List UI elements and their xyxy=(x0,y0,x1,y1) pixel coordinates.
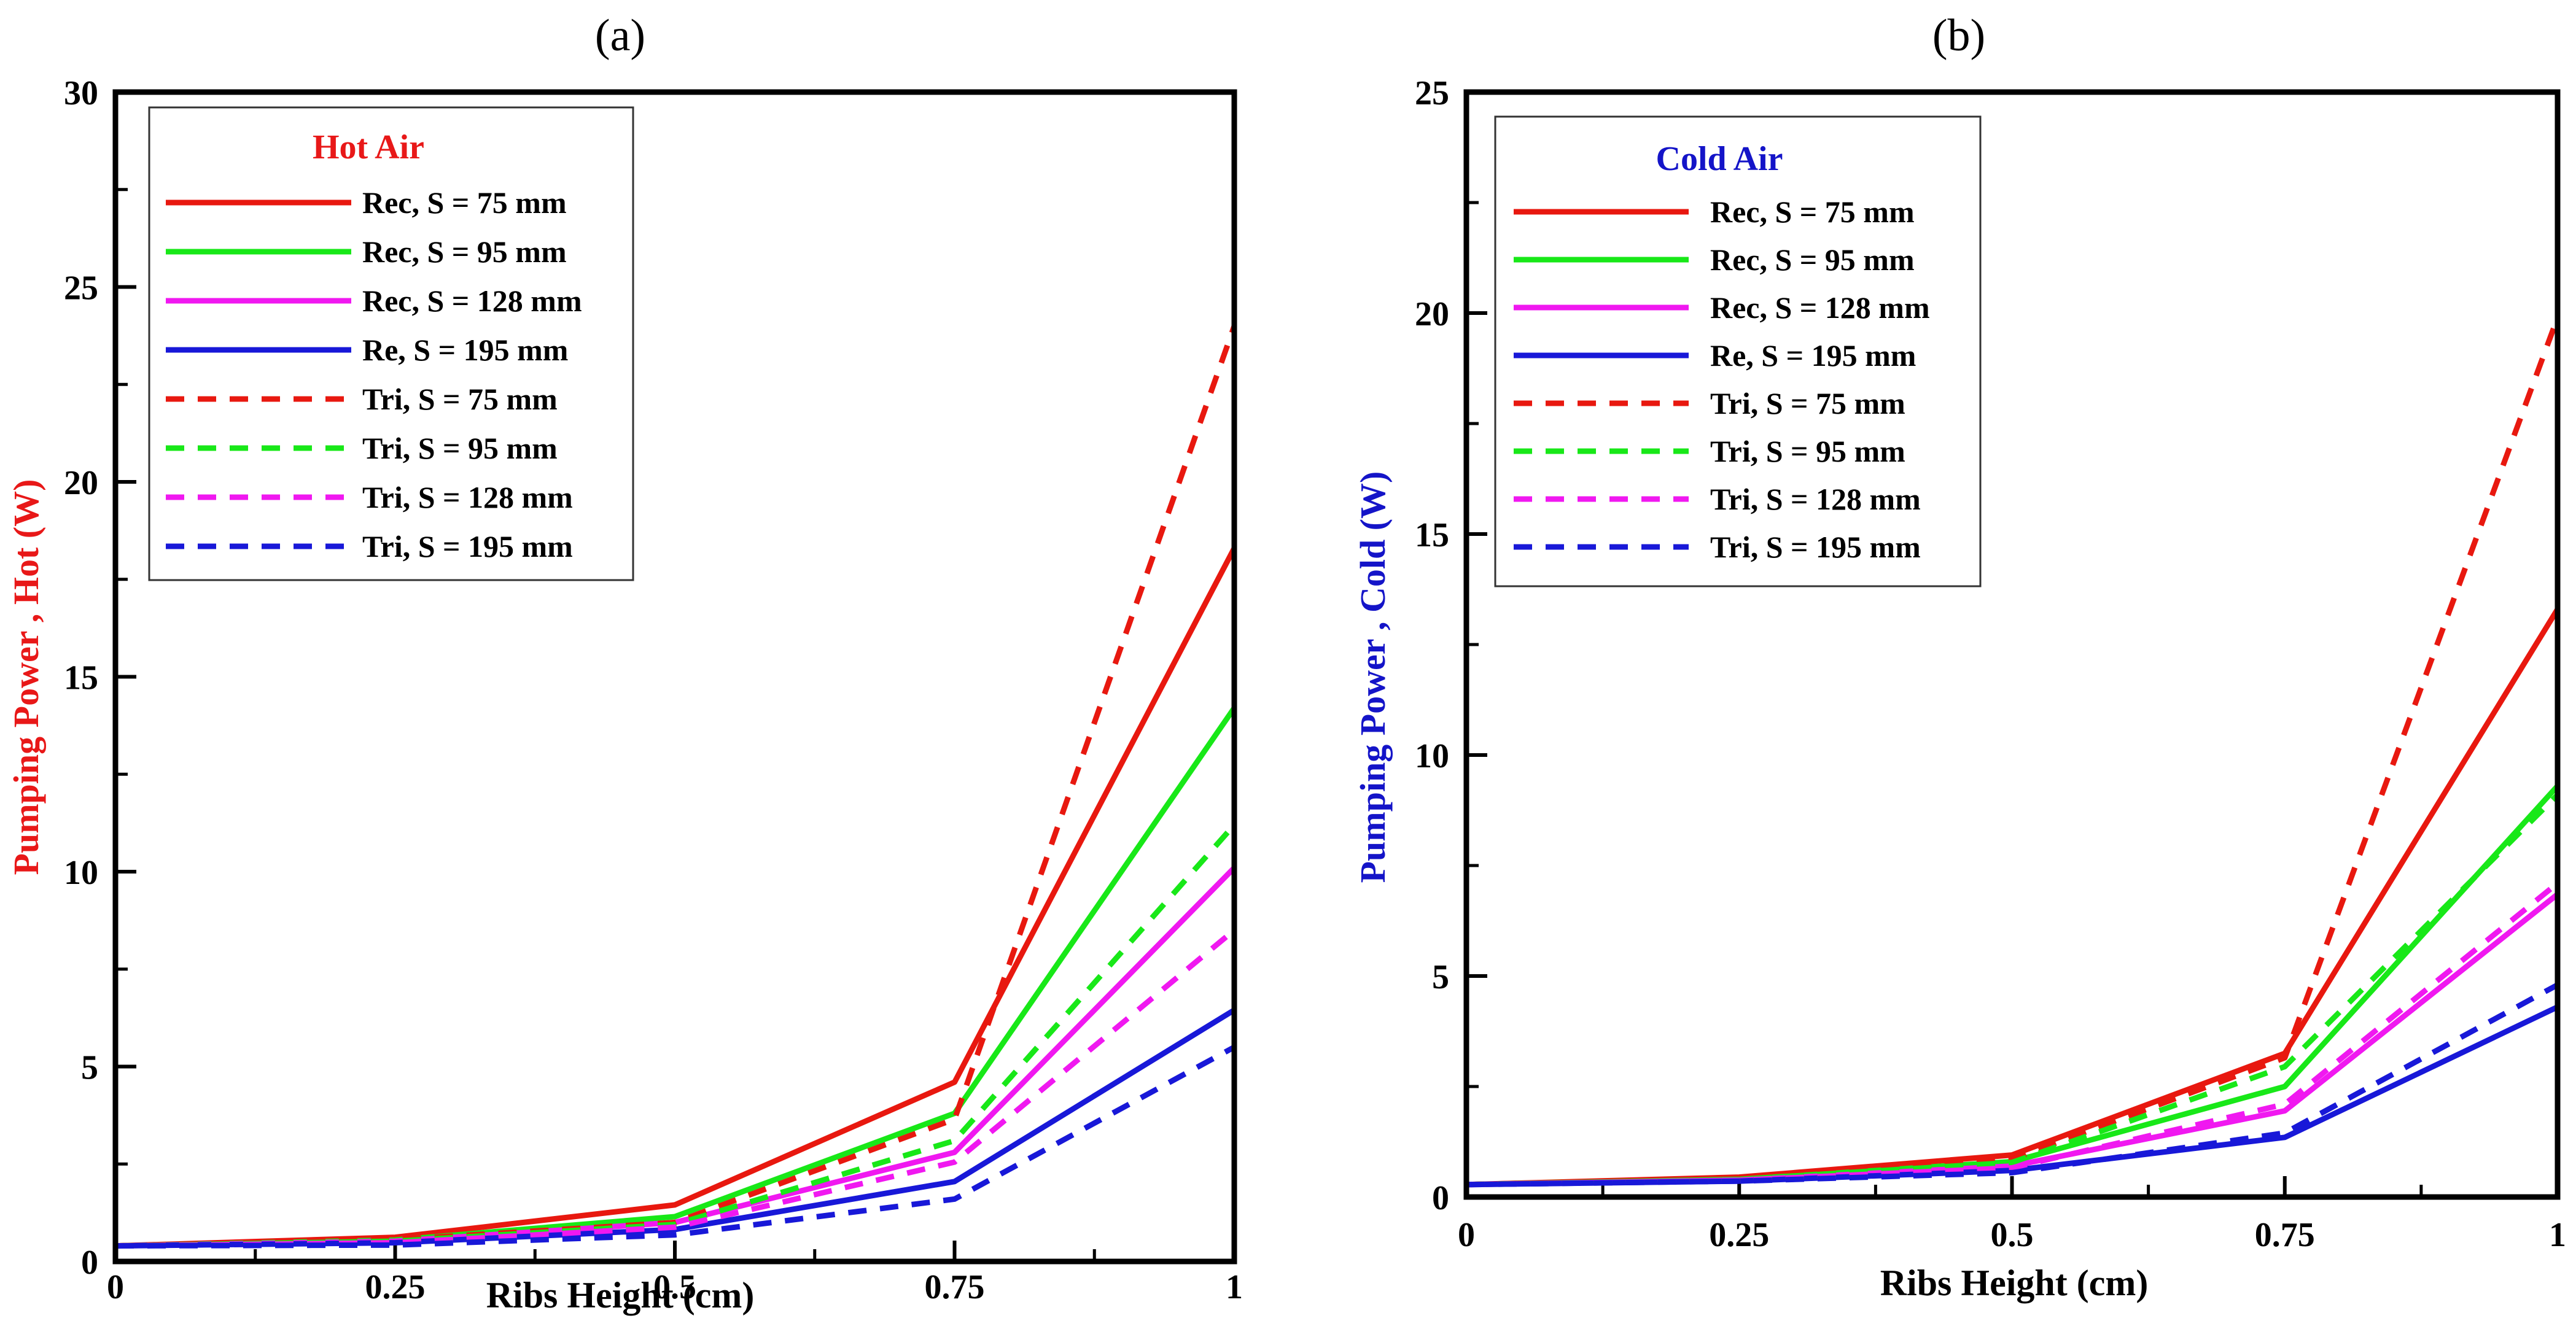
series-line-tri-6 xyxy=(115,928,1236,1249)
legend-label: Rec, S = 95 mm xyxy=(362,234,567,269)
panel-a-series xyxy=(112,325,1237,1249)
legend-label: Tri, S = 95 mm xyxy=(1710,434,1905,468)
x-tick-label: 0 xyxy=(107,1268,124,1306)
panel-a-x-axis-title: Ribs Height (cm) xyxy=(486,1275,755,1315)
y-tick-label: 25 xyxy=(64,269,98,308)
y-tick-label: 15 xyxy=(64,659,98,697)
panel-a-label: (a) xyxy=(595,10,645,61)
x-tick-label: 0.75 xyxy=(2255,1216,2315,1254)
y-tick-label: 20 xyxy=(64,464,98,502)
legend-label: Rec, S = 128 mm xyxy=(362,284,582,318)
legend-label: Tri, S = 128 mm xyxy=(362,480,573,514)
y-tick-label: 10 xyxy=(1415,737,1449,775)
legend-label: Tri, S = 75 mm xyxy=(362,382,558,416)
x-tick-label: 0.25 xyxy=(1709,1216,1769,1254)
panel-b-x-axis-title: Ribs Height (cm) xyxy=(1880,1263,2149,1303)
panel-b-legend-items: Rec, S = 75 mm Rec, S = 95 mm Rec, S = 128… xyxy=(1514,195,1930,564)
x-tick-label: 0.75 xyxy=(925,1268,985,1306)
y-tick-label: 0 xyxy=(81,1244,98,1282)
y-tick-label: 10 xyxy=(64,854,98,892)
legend-label: Tri, S = 128 mm xyxy=(1710,482,1921,516)
panel-b-plot-frame xyxy=(1463,89,2561,1200)
series-line-tri-6 xyxy=(1466,881,2559,1188)
panel-b-label: (b) xyxy=(1932,10,1985,61)
x-tick-label: 0.25 xyxy=(365,1268,426,1306)
panel-b-legend-title: Cold Air xyxy=(1656,140,1783,178)
panel-a-plot-frame xyxy=(112,89,1237,1265)
legend-label: Rec, S = 75 mm xyxy=(362,185,567,220)
legend-label: Re, S = 195 mm xyxy=(1710,338,1916,373)
panel-b-series xyxy=(1463,316,2561,1188)
panel-a-legend-box xyxy=(148,106,634,581)
panel-b-legend-box xyxy=(1494,115,1982,587)
y-tick-label: 0 xyxy=(1432,1179,1449,1217)
panel-a-legend-title: Hot Air xyxy=(313,128,424,166)
panel-a-legend-items: Rec, S = 75 mm Rec, S = 95 mm Rec, S = 128… xyxy=(166,185,582,564)
legend-label: Rec, S = 128 mm xyxy=(1710,290,1930,325)
y-tick-label: 30 xyxy=(64,74,98,112)
legend-label: Rec, S = 95 mm xyxy=(1710,242,1915,277)
x-tick-label: 1 xyxy=(2549,1216,2566,1254)
legend-label: Tri, S = 195 mm xyxy=(362,529,573,564)
legend-label: Tri, S = 95 mm xyxy=(362,431,558,465)
x-tick-label: 0 xyxy=(1458,1216,1475,1254)
series-line-tri-7 xyxy=(1466,982,2559,1188)
y-tick-label: 15 xyxy=(1415,516,1449,554)
x-tick-label: 0.5 xyxy=(653,1268,696,1306)
panel-b-y-axis-title: Pumping Power , Cold (W) xyxy=(1353,471,1393,883)
legend-label: Tri, S = 195 mm xyxy=(1710,530,1921,564)
panel-a-y-axis-title: Pumping Power , Hot (W) xyxy=(6,479,46,875)
panel-b: (b) Pumping Power , Cold (W) Ribs Height… xyxy=(1353,10,2566,1303)
y-tick-label: 25 xyxy=(1415,74,1449,112)
legend-label: Rec, S = 75 mm xyxy=(1710,195,1915,229)
legend-label: Re, S = 195 mm xyxy=(362,333,568,367)
legend-label: Tri, S = 75 mm xyxy=(1710,386,1905,420)
y-tick-label: 5 xyxy=(81,1049,98,1087)
x-tick-label: 1 xyxy=(1226,1268,1243,1306)
panel-a: (a) Pumping Power , Hot (W) Ribs Height … xyxy=(6,10,1243,1315)
y-tick-label: 5 xyxy=(1432,958,1449,996)
series-line-tri-4 xyxy=(1466,316,2561,1188)
series-line-tri-7 xyxy=(115,1044,1236,1249)
series-line-tri-5 xyxy=(1466,792,2560,1188)
y-tick-label: 20 xyxy=(1415,295,1449,333)
x-tick-label: 0.5 xyxy=(1991,1216,2034,1254)
